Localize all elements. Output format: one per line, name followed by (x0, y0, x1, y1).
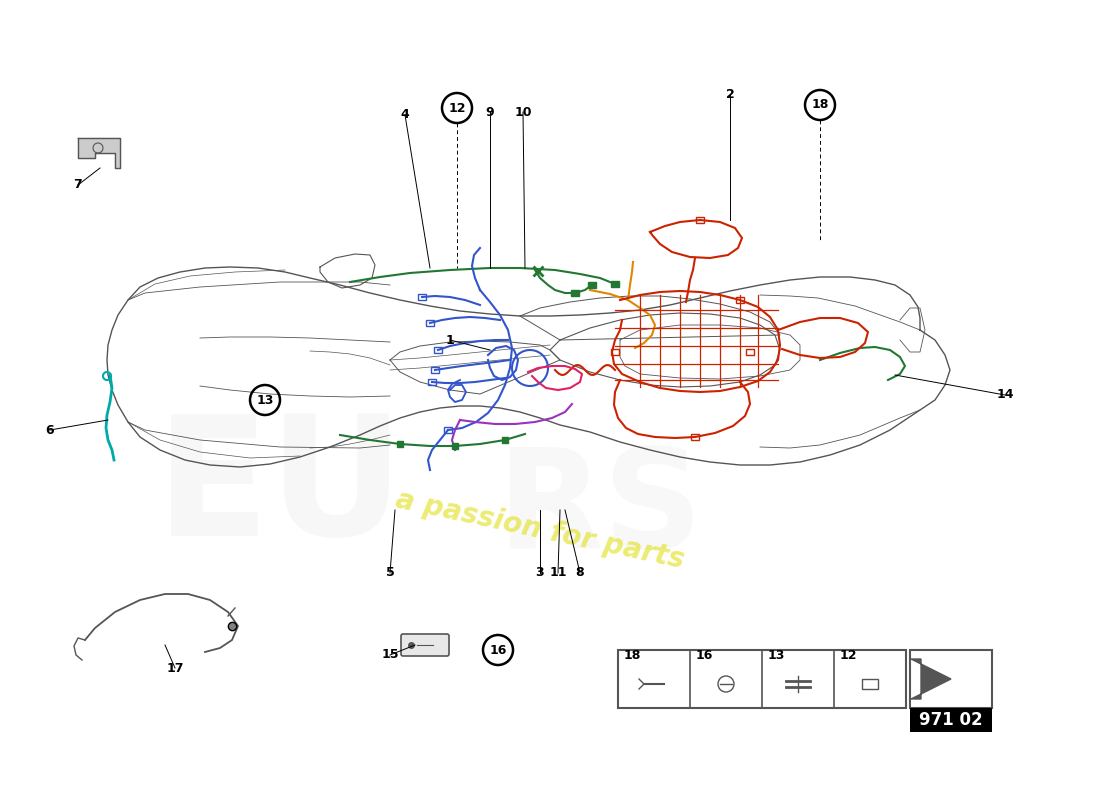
Text: 18: 18 (624, 649, 641, 662)
Bar (418, 294, 426, 300)
Text: 9: 9 (486, 106, 494, 118)
Text: 8: 8 (575, 566, 584, 579)
Text: 13: 13 (768, 649, 785, 662)
Bar (862, 679, 878, 689)
Text: EU: EU (155, 409, 405, 571)
Bar (434, 347, 442, 353)
Text: 17: 17 (166, 662, 184, 674)
Bar (910, 708, 992, 732)
Text: 13: 13 (256, 394, 274, 406)
Text: 4: 4 (400, 109, 409, 122)
Bar (691, 434, 698, 440)
Bar (736, 297, 744, 303)
Bar (610, 349, 619, 355)
Text: 6: 6 (46, 423, 54, 437)
Text: 7: 7 (74, 178, 82, 191)
Text: 2: 2 (726, 89, 735, 102)
Text: 14: 14 (997, 389, 1014, 402)
Text: 971 02: 971 02 (920, 711, 982, 729)
Text: 1: 1 (446, 334, 454, 346)
FancyBboxPatch shape (402, 634, 449, 656)
Bar (571, 290, 579, 296)
Text: 3: 3 (536, 566, 544, 579)
Text: 16: 16 (696, 649, 714, 662)
Bar (502, 437, 508, 443)
Text: 5: 5 (386, 566, 395, 579)
Polygon shape (78, 138, 120, 168)
Text: 16: 16 (490, 643, 507, 657)
Bar (618, 650, 906, 708)
Bar (746, 349, 754, 355)
Text: RS: RS (496, 442, 703, 578)
Bar (452, 443, 458, 449)
Text: 18: 18 (812, 98, 828, 111)
Text: 11: 11 (549, 566, 566, 579)
Text: 10: 10 (515, 106, 531, 118)
Bar (910, 650, 992, 708)
Bar (444, 427, 452, 433)
Polygon shape (911, 659, 952, 699)
Bar (428, 379, 436, 385)
Text: 12: 12 (840, 649, 858, 662)
Text: 15: 15 (382, 649, 398, 662)
Bar (397, 441, 403, 447)
Bar (696, 217, 704, 223)
Bar (426, 320, 434, 326)
Text: a passion for parts: a passion for parts (393, 486, 686, 574)
Bar (588, 282, 596, 288)
Bar (431, 367, 439, 373)
Text: 12: 12 (449, 102, 465, 114)
Bar (610, 281, 619, 287)
